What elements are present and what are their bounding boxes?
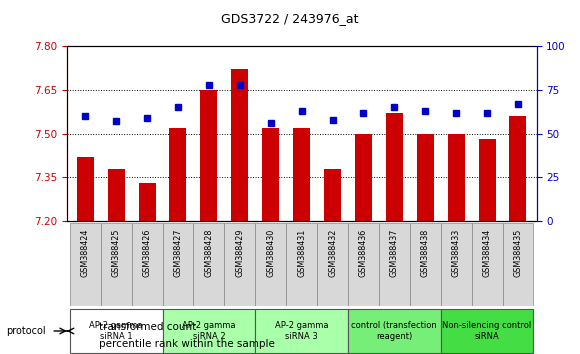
Bar xyxy=(472,223,502,306)
Bar xyxy=(379,223,410,306)
Text: GSM388429: GSM388429 xyxy=(235,229,244,277)
Bar xyxy=(70,309,162,353)
Text: GSM388426: GSM388426 xyxy=(143,229,151,277)
Text: AP-2 gamma
siRNA 3: AP-2 gamma siRNA 3 xyxy=(275,321,328,341)
Text: protocol: protocol xyxy=(6,326,45,336)
Text: GSM388436: GSM388436 xyxy=(359,229,368,277)
Text: GSM388433: GSM388433 xyxy=(452,229,461,277)
Bar xyxy=(169,128,186,221)
Bar xyxy=(441,223,472,306)
Text: GDS3722 / 243976_at: GDS3722 / 243976_at xyxy=(221,12,359,25)
Text: GSM388425: GSM388425 xyxy=(112,229,121,277)
Bar xyxy=(162,309,255,353)
Bar xyxy=(255,223,286,306)
Bar xyxy=(317,223,348,306)
Bar xyxy=(101,223,132,306)
Bar xyxy=(417,133,434,221)
Bar xyxy=(132,223,162,306)
Bar xyxy=(255,309,348,353)
Bar xyxy=(162,223,193,306)
Bar xyxy=(502,223,534,306)
Bar xyxy=(441,309,534,353)
Text: AP-2 gamma
siRNA 1: AP-2 gamma siRNA 1 xyxy=(89,321,143,341)
Text: control (transfection
reagent): control (transfection reagent) xyxy=(351,321,437,341)
Text: GSM388427: GSM388427 xyxy=(173,229,183,277)
Text: GSM388434: GSM388434 xyxy=(483,229,491,277)
Bar xyxy=(293,128,310,221)
Text: GSM388424: GSM388424 xyxy=(81,229,90,277)
Text: percentile rank within the sample: percentile rank within the sample xyxy=(99,339,274,349)
Text: GSM388438: GSM388438 xyxy=(420,229,430,277)
Bar xyxy=(77,157,94,221)
Bar xyxy=(108,169,125,221)
Bar xyxy=(348,223,379,306)
Text: GSM388428: GSM388428 xyxy=(204,229,213,277)
Bar xyxy=(448,133,465,221)
Bar xyxy=(139,183,155,221)
Text: AP-2 gamma
siRNA 2: AP-2 gamma siRNA 2 xyxy=(182,321,235,341)
Bar xyxy=(324,169,341,221)
Bar xyxy=(509,116,527,221)
Text: GSM388432: GSM388432 xyxy=(328,229,337,277)
Bar xyxy=(386,113,403,221)
Bar xyxy=(410,223,441,306)
Bar xyxy=(262,128,279,221)
Bar xyxy=(224,223,255,306)
Text: GSM388431: GSM388431 xyxy=(297,229,306,277)
Bar xyxy=(70,223,101,306)
Bar xyxy=(231,69,248,221)
Bar xyxy=(478,139,495,221)
Bar xyxy=(286,223,317,306)
Bar xyxy=(193,223,224,306)
Text: transformed count: transformed count xyxy=(99,322,196,332)
Text: GSM388430: GSM388430 xyxy=(266,229,275,277)
Bar xyxy=(200,90,218,221)
Text: Non-silencing control
siRNA: Non-silencing control siRNA xyxy=(443,321,532,341)
Bar xyxy=(355,133,372,221)
Text: GSM388437: GSM388437 xyxy=(390,229,399,277)
Bar xyxy=(348,309,441,353)
Text: GSM388435: GSM388435 xyxy=(513,229,523,277)
